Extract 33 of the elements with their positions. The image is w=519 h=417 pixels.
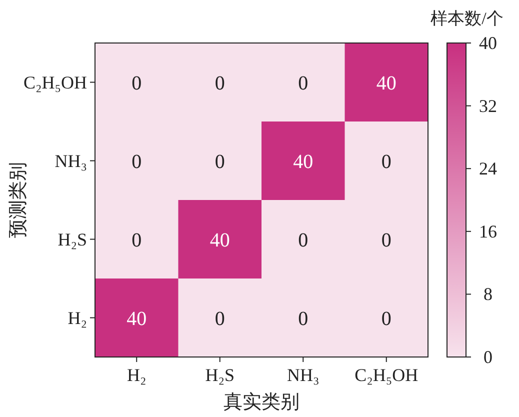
x-axis-title: 真实类别 <box>224 391 300 413</box>
data-label: 0 <box>298 229 308 252</box>
data-label: 0 <box>381 150 392 173</box>
color-bar-label: 8 <box>484 284 492 304</box>
color-bar-label: 16 <box>479 221 497 242</box>
y-tick-label: NH₃ <box>54 150 87 171</box>
x-tick-label: H₂S <box>205 365 235 385</box>
data-label: 0 <box>132 229 142 252</box>
data-label: 40 <box>293 150 314 173</box>
y-tick-label: C₂H₅OH <box>23 72 87 92</box>
data-label: 0 <box>214 72 225 94</box>
data-label: 0 <box>381 308 392 330</box>
color-bar-label: 40 <box>479 33 497 53</box>
y-axis-title: 预测类别 <box>8 162 29 238</box>
data-label: 0 <box>381 229 392 252</box>
y-tick-label: H₂ <box>68 308 87 328</box>
color-bar-label: 32 <box>479 96 497 116</box>
color-bar-label: 24 <box>479 158 497 179</box>
x-tick-label: H₂ <box>126 365 146 385</box>
data-label: 0 <box>214 150 225 173</box>
data-label: 40 <box>126 308 147 330</box>
data-label: 0 <box>214 308 225 330</box>
data-label: 40 <box>376 72 396 94</box>
data-label: 0 <box>132 150 142 173</box>
data-label: 0 <box>298 72 308 94</box>
data-label: 0 <box>132 72 142 94</box>
x-tick-label: C₂H₅OH <box>354 365 418 385</box>
color-bar-label: 0 <box>484 347 492 367</box>
color-bar-title: 样本数/个 <box>430 9 504 28</box>
data-label: 0 <box>298 308 308 330</box>
x-tick-label: NH₃ <box>286 365 320 385</box>
y-tick-label: H₂S <box>58 229 87 250</box>
data-label: 40 <box>210 229 230 252</box>
